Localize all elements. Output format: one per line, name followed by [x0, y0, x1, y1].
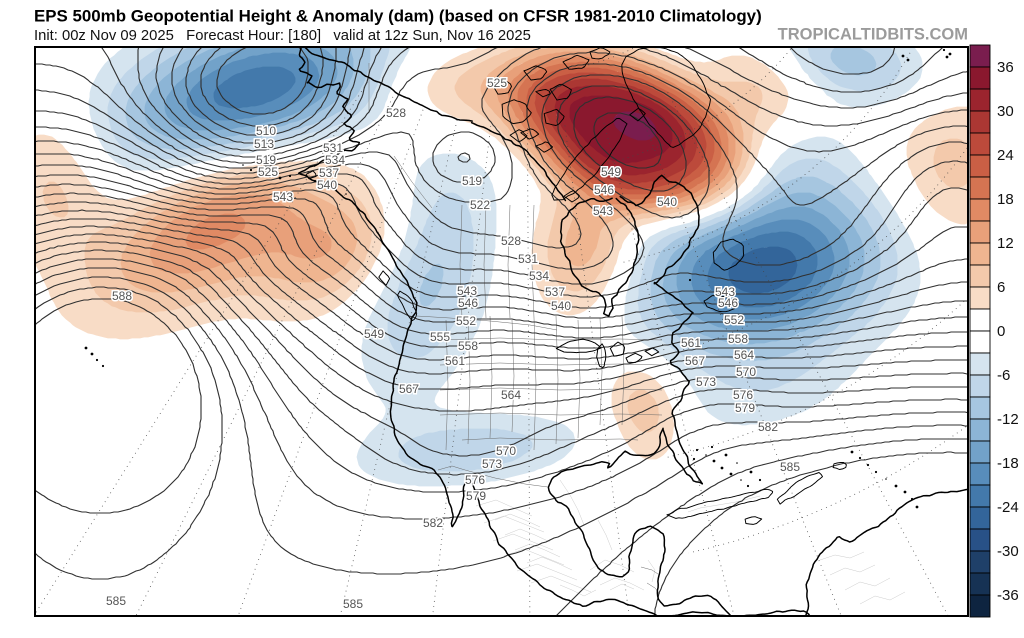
svg-text:585: 585: [343, 597, 363, 611]
svg-text:543: 543: [273, 190, 293, 204]
svg-text:30: 30: [997, 103, 1014, 120]
svg-text:6: 6: [997, 279, 1005, 296]
svg-text:513: 513: [254, 137, 274, 151]
svg-text:-18: -18: [997, 455, 1019, 472]
svg-text:540: 540: [551, 299, 571, 313]
svg-text:534: 534: [529, 269, 549, 283]
svg-text:12: 12: [997, 235, 1014, 252]
svg-text:555: 555: [430, 330, 450, 344]
svg-text:24: 24: [997, 147, 1014, 164]
svg-text:546: 546: [718, 296, 738, 310]
svg-text:0: 0: [997, 323, 1005, 340]
svg-text:567: 567: [399, 382, 419, 396]
svg-text:543: 543: [715, 285, 735, 299]
svg-text:534: 534: [325, 153, 345, 167]
svg-text:579: 579: [735, 401, 755, 415]
svg-text:585: 585: [106, 594, 126, 608]
svg-text:Init: 00z Nov 09 2025 Foreca: Init: 00z Nov 09 2025 Forecast Hour: [18…: [34, 28, 531, 44]
svg-text:588: 588: [112, 289, 132, 303]
svg-text:558: 558: [458, 339, 478, 353]
svg-text:558: 558: [728, 332, 748, 346]
svg-text:573: 573: [482, 457, 502, 471]
svg-text:EPS 500mb Geopotential Height: EPS 500mb Geopotential Height & Anomaly …: [34, 7, 762, 26]
svg-text:561: 561: [681, 336, 701, 350]
svg-text:579: 579: [466, 489, 486, 503]
svg-text:TROPICALTIDBITS.COM: TROPICALTIDBITS.COM: [778, 26, 968, 44]
svg-text:549: 549: [601, 165, 621, 179]
svg-text:543: 543: [457, 284, 477, 298]
svg-text:537: 537: [545, 285, 565, 299]
svg-text:-24: -24: [997, 499, 1019, 516]
svg-text:585: 585: [780, 460, 800, 474]
svg-text:-36: -36: [997, 587, 1019, 604]
svg-text:528: 528: [501, 234, 521, 248]
svg-text:573: 573: [696, 375, 716, 389]
svg-text:36: 36: [997, 59, 1014, 76]
svg-text:18: 18: [997, 191, 1014, 208]
svg-text:576: 576: [733, 388, 753, 402]
svg-text:552: 552: [456, 314, 476, 328]
svg-text:546: 546: [594, 183, 614, 197]
svg-text:561: 561: [445, 354, 465, 368]
svg-text:552: 552: [724, 313, 744, 327]
svg-text:519: 519: [256, 153, 276, 167]
svg-text:564: 564: [734, 348, 754, 362]
svg-text:510: 510: [256, 124, 276, 138]
svg-text:-12: -12: [997, 411, 1019, 428]
svg-text:582: 582: [758, 420, 778, 434]
svg-text:531: 531: [323, 141, 343, 155]
svg-text:570: 570: [496, 444, 516, 458]
svg-text:576: 576: [465, 473, 485, 487]
svg-text:531: 531: [518, 252, 538, 266]
svg-text:522: 522: [470, 198, 490, 212]
svg-text:540: 540: [657, 195, 677, 209]
svg-text:528: 528: [386, 106, 406, 120]
svg-text:582: 582: [423, 516, 443, 530]
svg-text:543: 543: [593, 204, 613, 218]
svg-text:570: 570: [736, 365, 756, 379]
svg-text:567: 567: [685, 354, 705, 368]
svg-text:537: 537: [319, 166, 339, 180]
svg-text:540: 540: [317, 178, 337, 192]
svg-text:564: 564: [501, 388, 521, 402]
svg-text:-30: -30: [997, 543, 1019, 560]
svg-text:519: 519: [462, 174, 482, 188]
svg-text:-6: -6: [997, 367, 1010, 384]
svg-text:549: 549: [364, 327, 384, 341]
svg-text:525: 525: [258, 165, 278, 179]
svg-text:546: 546: [458, 296, 478, 310]
svg-text:525: 525: [487, 76, 507, 90]
